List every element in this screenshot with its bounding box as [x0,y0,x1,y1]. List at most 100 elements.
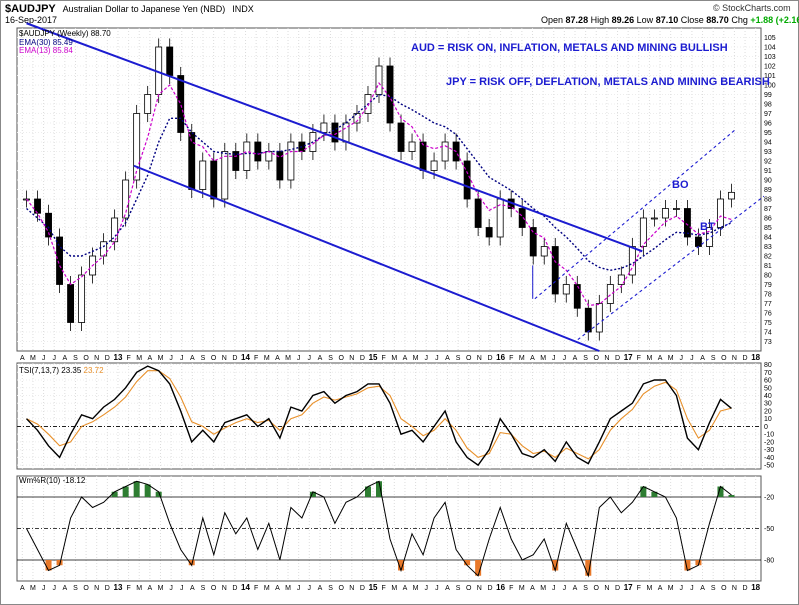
ema30-line [26,93,732,272]
price-tick-label: 90 [764,178,772,185]
x-tick-label: D [360,585,365,592]
x-tick-label: M [646,585,652,592]
candle-down [518,208,526,228]
candle-up [408,141,416,152]
wr-overbought-fill [717,486,724,497]
tsi-tick-label: -30 [764,447,774,454]
x-tick-label: F [126,355,130,362]
price-tick-label: 101 [764,73,776,80]
x-tick-label: N [604,585,609,592]
x-tick-label: M [264,355,270,362]
x-tick-label: F [637,585,641,592]
x-tick-label: J [169,355,173,362]
x-tick-label: A [700,585,705,592]
price-tick-label: 91 [764,168,772,175]
candle-down [695,236,702,247]
x-tick-label: J [42,355,46,362]
wr-overbought-fill [640,486,647,497]
price-tick-label: 98 [764,102,772,109]
x-tick-label: N [732,585,737,592]
candle-up [672,208,680,210]
x-tick-label: M [391,585,397,592]
x-tick-label: N [732,355,737,362]
x-tick-label: F [382,585,386,592]
price-tick-label: 75 [764,320,772,327]
tsi-tick-label: -10 [764,432,774,439]
exchange: INDX [232,4,254,14]
x-tick-label: S [711,355,716,362]
x-tick-label: O [594,585,600,592]
wr-tick-label: -20 [764,495,774,502]
x-tick-label: D [487,585,492,592]
candle-up [78,274,86,323]
uptrend-upper [534,129,736,300]
brand-text: © StockCharts.com [713,3,791,13]
candle-down [276,151,284,181]
tsi-tick-label: 70 [764,370,772,377]
x-tick-label: J [435,355,439,362]
candle-down [177,75,185,133]
x-tick-label: N [477,355,482,362]
channel-lower [133,164,600,352]
chg-label: Chg [731,15,748,25]
price-tick-label: 82 [764,254,772,261]
wr-overbought-fill [155,491,162,497]
x-tick-label: M [668,355,674,362]
x-tick-label: D [615,355,620,362]
x-tick-label: F [126,585,130,592]
candle-up [375,65,383,95]
legend-wr-name: Wm%R(10) [19,476,61,485]
x-tick-label: 15 [369,583,378,592]
wr-overbought-fill [133,481,140,497]
candle-up [265,151,273,162]
x-tick-label: 13 [114,583,123,592]
candle-up [287,141,295,181]
candle-up [617,274,625,285]
x-tick-label: O [594,355,600,362]
x-tick-label: F [254,585,258,592]
x-tick-label: J [552,355,556,362]
price-tick-label: 83 [764,244,772,251]
x-tick-label: F [509,355,513,362]
tsi-tick-label: 10 [764,416,772,423]
x-tick-label: J [690,355,694,362]
price-tick-label: 87 [764,206,772,213]
x-tick-label: S [711,585,716,592]
ohlc-readout: Open 87.28 High 89.26 Low 87.10 Close 88… [541,15,799,25]
candle-up [320,122,328,133]
legend-price: $AUDJPY (Weekly) 88.70 [19,29,111,38]
price-tick-label: 77 [764,301,772,308]
candle-up [353,113,361,124]
candle-up [728,191,735,200]
x-tick-label: N [222,585,227,592]
x-tick-label: S [583,585,588,592]
x-tick-label: O [211,355,217,362]
wr-oversold-fill [398,560,405,571]
panel-border-tsi [16,362,762,470]
candle-down [386,65,394,124]
candle-down [331,122,339,143]
channel-upper [26,22,643,253]
chart-date: 16-Sep-2017 [5,15,58,25]
price-tick-label: 100 [764,83,776,90]
x-tick-label: N [349,585,354,592]
candle-down [166,46,174,76]
x-tick-label: N [477,585,482,592]
x-tick-label: A [275,585,280,592]
high-value: 89.26 [611,15,635,25]
x-tick-label: A [658,585,663,592]
x-tick-label: A [318,585,323,592]
tsi-tick-label: 20 [764,408,772,415]
x-tick-label: J [180,355,184,362]
wr-oversold-fill [684,560,691,571]
candle-down [584,307,592,333]
price-tick-label: 96 [764,121,772,128]
x-tick-label: 16 [496,353,505,362]
x-tick-label: M [519,585,525,592]
wr-overbought-fill [122,486,129,497]
x-tick-label: M [646,355,652,362]
candle-up [144,94,152,114]
ema13-line [26,81,732,307]
tsi-tick-label: -50 [764,463,774,470]
grid-layer [16,27,762,582]
